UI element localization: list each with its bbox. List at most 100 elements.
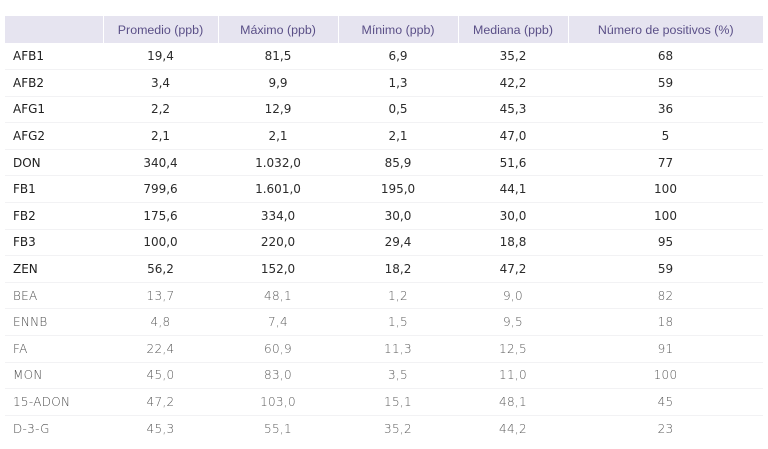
cell-minimo: 1,5	[338, 308, 458, 337]
cell-mediana: 11,0	[458, 362, 568, 390]
cell-minimo: 3,5	[338, 362, 458, 390]
row-label: FB3	[5, 229, 103, 257]
row-label: FB2	[5, 202, 103, 230]
header-row: Promedio (ppb) Máximo (ppb) Mínimo (ppb)…	[5, 16, 763, 43]
cell-positivos: 45	[568, 388, 763, 416]
cell-positivos: 77	[568, 149, 763, 177]
cell-promedio: 340,4	[103, 149, 218, 177]
cell-promedio: 13,7	[103, 282, 218, 310]
cell-maximo: 152,0	[218, 255, 338, 283]
cell-mediana: 51,6	[458, 149, 568, 177]
row-label: AFB2	[5, 69, 103, 97]
row-label: ENNB	[5, 308, 103, 337]
cell-minimo: 30,0	[338, 202, 458, 230]
row-label: MON	[5, 362, 103, 390]
header-label-column	[5, 16, 103, 43]
cell-promedio: 45,0	[103, 362, 218, 390]
table-row: ENNB 4,8 7,4 1,5 9,5 18	[5, 308, 763, 337]
table-row: FB3 100,0 220,0 29,4 18,8 95	[5, 229, 763, 257]
cell-mediana: 9,5	[458, 308, 568, 337]
cell-maximo: 334,0	[218, 202, 338, 230]
cell-minimo: 18,2	[338, 255, 458, 283]
row-label: 15-ADON	[5, 388, 103, 416]
cell-promedio: 56,2	[103, 255, 218, 283]
cell-positivos: 91	[568, 335, 763, 363]
row-label: BEA	[5, 282, 103, 310]
cell-positivos: 36	[568, 96, 763, 124]
cell-positivos: 18	[568, 308, 763, 337]
cell-maximo: 83,0	[218, 362, 338, 390]
cell-minimo: 1,2	[338, 282, 458, 310]
table-row: 15-ADON 47,2 103,0 15,1 48,1 45	[5, 388, 763, 416]
cell-positivos: 100	[568, 175, 763, 204]
cell-maximo: 9,9	[218, 69, 338, 97]
table-header: Promedio (ppb) Máximo (ppb) Mínimo (ppb)…	[5, 16, 763, 43]
table-row: FB2 175,6 334,0 30,0 30,0 100	[5, 202, 763, 230]
cell-promedio: 45,3	[146, 421, 175, 436]
cell-mediana: 44,1	[458, 175, 568, 204]
cell-minimo: 35,2	[384, 421, 412, 436]
cell-maximo: 48,1	[218, 282, 338, 310]
table-row: AFB2 3,4 9,9 1,3 42,2 59	[5, 69, 763, 97]
row-label: AFB1	[5, 43, 103, 71]
cell-positivos: 23	[657, 421, 674, 436]
cell-promedio: 22,4	[103, 335, 218, 363]
table-row: DON 340,4 1.032,0 85,9 51,6 77	[5, 149, 763, 177]
header-maximo: Máximo (ppb)	[217, 16, 338, 43]
table-row: FB1 799,6 1.601,0 195,0 44,1 100	[5, 175, 763, 204]
cell-mediana: 44,2	[499, 421, 527, 436]
cell-mediana: 35,2	[458, 43, 568, 71]
cell-minimo: 85,9	[338, 149, 458, 177]
cell-maximo: 60,9	[218, 335, 338, 363]
row-label: D-3-G	[13, 421, 50, 436]
table-row: D-3-G 45,3 55,1 35,2 44,2 23	[5, 415, 763, 442]
table-row: AFB1 19,4 81,5 6,9 35,2 68	[5, 43, 763, 71]
row-label: AFG2	[5, 122, 103, 150]
cell-maximo: 7,4	[218, 308, 338, 337]
cell-promedio: 47,2	[103, 388, 218, 416]
cell-positivos: 100	[568, 202, 763, 230]
cell-mediana: 9,0	[458, 282, 568, 310]
header-promedio: Promedio (ppb)	[102, 16, 218, 43]
cell-mediana: 45,3	[458, 96, 568, 124]
cell-mediana: 47,0	[458, 122, 568, 150]
cell-positivos: 95	[568, 229, 763, 257]
header-mediana: Mediana (ppb)	[457, 16, 568, 43]
cell-mediana: 42,2	[458, 69, 568, 97]
table-row: AFG2 2,1 2,1 2,1 47,0 5	[5, 122, 763, 150]
header-positivos: Número de positivos (%)	[567, 16, 763, 43]
header-minimo: Mínimo (ppb)	[337, 16, 458, 43]
cell-maximo: 12,9	[218, 96, 338, 124]
cell-promedio: 175,6	[103, 202, 218, 230]
cell-positivos: 82	[568, 282, 763, 310]
cell-mediana: 12,5	[458, 335, 568, 363]
cell-promedio: 4,8	[103, 308, 218, 337]
cell-maximo: 1.601,0	[218, 175, 338, 204]
table-row: MON 45,0 83,0 3,5 11,0 100	[5, 362, 763, 390]
table-row: AFG1 2,2 12,9 0,5 45,3 36	[5, 96, 763, 124]
cell-minimo: 2,1	[338, 122, 458, 150]
row-label: FB1	[5, 175, 103, 204]
cell-promedio: 3,4	[103, 69, 218, 97]
row-label: AFG1	[5, 96, 103, 124]
row-label: ZEN	[5, 255, 103, 283]
cell-promedio: 2,1	[103, 122, 218, 150]
cell-positivos: 100	[568, 362, 763, 390]
cell-promedio: 2,2	[103, 96, 218, 124]
cell-mediana: 30,0	[458, 202, 568, 230]
table-body: AFB1 19,4 81,5 6,9 35,2 68 AFB2 3,4 9,9 1,3 42,2 59…	[5, 43, 763, 442]
table-row: BEA 13,7 48,1 1,2 9,0 82	[5, 282, 763, 310]
cell-positivos: 59	[568, 69, 763, 97]
cell-maximo: 55,1	[264, 421, 292, 436]
cell-mediana: 47,2	[458, 255, 568, 283]
cell-maximo: 220,0	[218, 229, 338, 257]
cell-minimo: 6,9	[338, 43, 458, 71]
cell-promedio: 19,4	[103, 43, 218, 71]
cell-minimo: 29,4	[338, 229, 458, 257]
cell-minimo: 0,5	[338, 96, 458, 124]
cell-mediana: 18,8	[458, 229, 568, 257]
row-label: FA	[5, 335, 103, 363]
cell-maximo: 103,0	[218, 388, 338, 416]
cell-minimo: 11,3	[338, 335, 458, 363]
